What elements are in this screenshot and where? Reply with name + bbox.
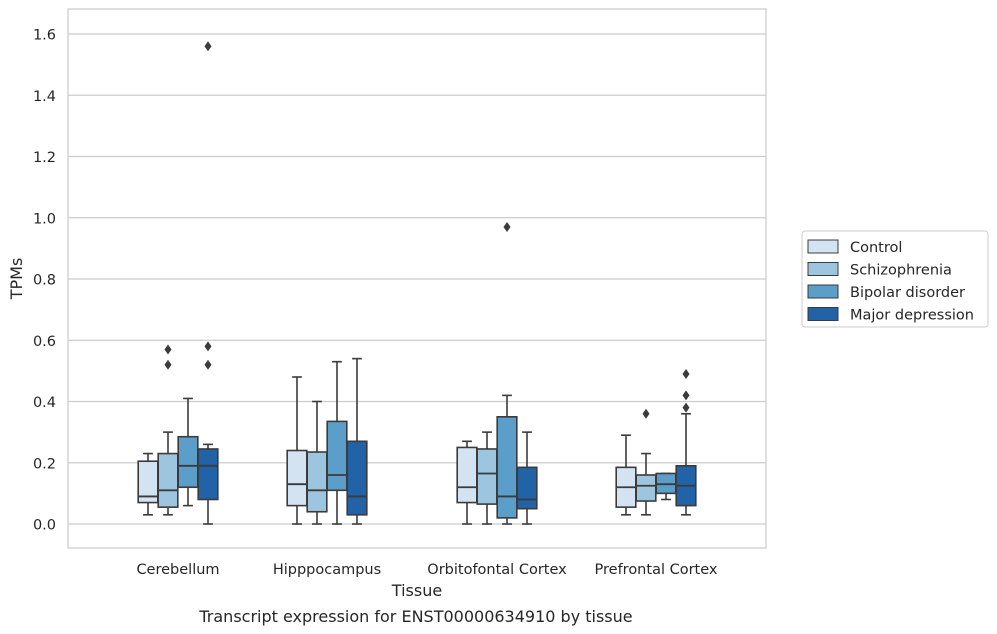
y-tick-labels: 0.0 0.2 0.4 0.6 0.8 1.0 1.2 1.4 1.6 [33,28,56,534]
category-group-prefrontal-cortex [615,368,697,516]
box-groups [137,41,697,525]
legend: Control Schizophrenia Bipolar disorder Majo… [801,230,989,328]
outlier-point [204,359,212,370]
box-iqr [516,466,538,510]
category-group-orbitofontal-cortex [456,221,538,525]
outlier-point [164,359,172,370]
y-tick-label: 1.4 [33,89,56,105]
outlier-point [642,408,650,419]
y-tick-label: 0.0 [33,518,56,534]
category-group-hipppocampus [286,357,368,525]
box-iqr [177,435,199,489]
outlier-point [164,344,172,355]
category-group-cerebellum [137,41,219,525]
box-major-depression [346,357,368,525]
box-iqr [496,416,518,519]
legend-item-major-depression: Major depression [807,307,974,324]
box-bipolar-disorder [177,397,199,507]
legend-swatch [807,284,839,299]
box-bipolar-disorder [496,221,518,525]
box-iqr [476,448,498,505]
box-iqr [346,440,368,516]
chart-caption: Transcript expression for ENST0000063491… [198,607,632,626]
legend-swatch [807,307,839,321]
box-schizophrenia [157,344,179,516]
box-iqr [197,448,219,501]
box-iqr [157,452,179,508]
legend-frame [801,230,989,328]
box-major-depression [675,368,697,516]
box-major-depression [516,431,538,525]
y-tick-label: 0.8 [33,273,56,289]
y-tick-label: 0.2 [33,456,56,472]
box-control [137,452,159,516]
legend-swatch [807,239,839,254]
legend-item-bipolar-disorder: Bipolar disorder [807,284,965,301]
y-tick-label: 1.0 [33,211,56,227]
box-schizophrenia [306,400,328,525]
y-tick-label: 0.4 [33,395,56,411]
x-tick-label: Prefrontal Cortex [595,562,718,578]
x-tick-labels: Cerebellum Hipppocampus Orbitofontal Corte… [136,562,717,578]
legend-swatch [807,262,839,276]
y-axis-label: TPMs [7,258,26,301]
outlier-point [503,221,511,232]
legend-label: Control [850,240,902,256]
outlier-point [682,402,690,413]
box-iqr [286,449,308,507]
box-bipolar-disorder [655,472,677,501]
box-iqr [635,474,657,502]
y-tick-label: 0.6 [33,334,56,350]
legend-label: Major depression [850,308,974,324]
outlier-point [204,41,212,52]
box-major-depression [197,41,219,525]
gridlines [68,33,766,525]
box-control [456,440,478,525]
outlier-point [682,368,690,379]
box-bipolar-disorder [326,360,348,525]
box-schizophrenia [635,408,657,516]
legend-label: Bipolar disorder [850,285,965,301]
legend-items: Control Schizophrenia Bipolar disorder Majo… [807,239,974,324]
x-tick-label: Orbitofontal Cortex [427,562,567,578]
y-tick-label: 1.2 [33,150,56,166]
outlier-point [204,341,212,352]
y-tick-label: 1.6 [33,28,56,44]
x-axis-label: Tissue [391,581,442,600]
outlier-point [682,390,690,401]
x-tick-label: Hipppocampus [273,562,381,578]
box-control [286,376,308,525]
plot-frame [67,8,767,549]
legend-item-control: Control [807,239,902,256]
box-control [615,434,637,516]
legend-label: Schizophrenia [850,263,952,279]
box-iqr [306,451,328,513]
box-schizophrenia [476,431,498,525]
legend-item-schizophrenia: Schizophrenia [807,262,952,279]
box-iqr [326,420,348,492]
x-tick-label: Cerebellum [136,562,219,578]
box-iqr [456,446,478,504]
